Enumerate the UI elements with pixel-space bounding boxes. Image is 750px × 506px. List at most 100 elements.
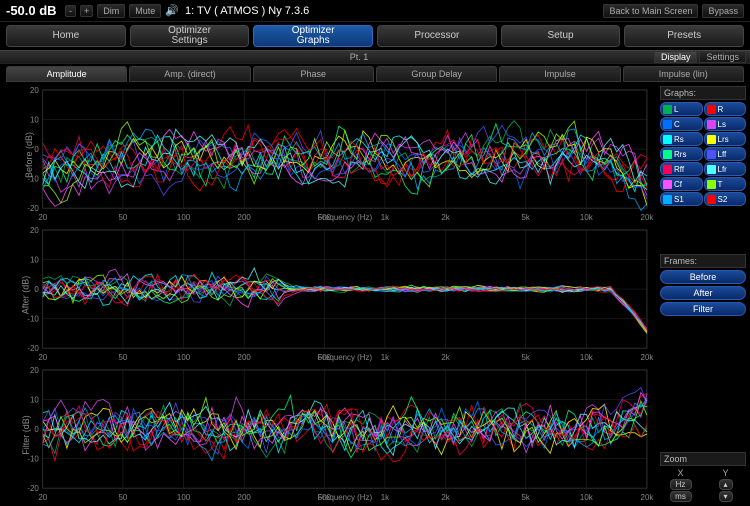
subbar-center: Pt. 1 xyxy=(350,52,369,62)
back-button[interactable]: Back to Main Screen xyxy=(603,4,698,18)
channel-toggle-ls[interactable]: Ls xyxy=(704,117,747,131)
zoom-hz-button[interactable]: Hz xyxy=(670,479,692,490)
svg-text:5k: 5k xyxy=(522,493,530,502)
svg-text:20k: 20k xyxy=(641,353,654,362)
graph-tab-group-delay[interactable]: Group Delay xyxy=(376,66,497,82)
svg-text:200: 200 xyxy=(238,213,252,222)
svg-text:50: 50 xyxy=(119,213,128,222)
svg-text:-10: -10 xyxy=(27,175,39,184)
channel-toggle-s1[interactable]: S1 xyxy=(660,192,703,206)
svg-text:20: 20 xyxy=(30,226,39,235)
channel-toggle-l[interactable]: L xyxy=(660,102,703,116)
frame-button-before[interactable]: Before xyxy=(660,270,746,284)
channel-toggle-rs[interactable]: Rs xyxy=(660,132,703,146)
svg-text:20: 20 xyxy=(38,493,47,502)
svg-text:5k: 5k xyxy=(522,213,530,222)
zoom-ms-button[interactable]: ms xyxy=(670,491,692,502)
source-label: 1: TV ( ATMOS ) Ny 7.3.6 xyxy=(185,5,309,17)
svg-text:10: 10 xyxy=(30,115,39,124)
graph-tab-amp-direct-[interactable]: Amp. (direct) xyxy=(129,66,250,82)
svg-text:1k: 1k xyxy=(381,353,389,362)
nav-tab-processor[interactable]: Processor xyxy=(377,25,497,47)
svg-text:20: 20 xyxy=(30,86,39,95)
channel-toggle-s2[interactable]: S2 xyxy=(704,192,747,206)
svg-text:2k: 2k xyxy=(441,493,449,502)
svg-text:-20: -20 xyxy=(27,484,39,493)
zoom-y-label: Y xyxy=(722,468,728,478)
nav-tab-setup[interactable]: Setup xyxy=(501,25,621,47)
svg-text:0: 0 xyxy=(34,145,39,154)
svg-text:50: 50 xyxy=(119,493,128,502)
channel-toggle-lff[interactable]: Lff xyxy=(704,147,747,161)
svg-text:100: 100 xyxy=(177,353,191,362)
svg-text:200: 200 xyxy=(238,493,252,502)
zoom-section-title: Zoom xyxy=(660,452,746,466)
speaker-icon: 🔊 xyxy=(165,4,179,17)
svg-text:Frequency (Hz): Frequency (Hz) xyxy=(318,213,373,222)
svg-text:10k: 10k xyxy=(580,353,593,362)
graphs-section-title: Graphs: xyxy=(660,86,746,100)
svg-text:10: 10 xyxy=(30,395,39,404)
svg-text:-10: -10 xyxy=(27,315,39,324)
svg-text:20: 20 xyxy=(38,213,47,222)
graph-panel-filter: Filter (dB)-20-100102020501002005001k2k5… xyxy=(4,366,654,504)
channel-toggle-rff[interactable]: Rff xyxy=(660,162,703,176)
channel-toggle-r[interactable]: R xyxy=(704,102,747,116)
svg-text:2k: 2k xyxy=(441,213,449,222)
graph-panel-before: Before (dB)-20-100102020501002005001k2k5… xyxy=(4,86,654,224)
top-bar: -50.0 dB - + Dim Mute 🔊 1: TV ( ATMOS ) … xyxy=(0,0,750,22)
frame-button-filter[interactable]: Filter xyxy=(660,302,746,316)
svg-text:-10: -10 xyxy=(27,455,39,464)
nav-tab-optimizer[interactable]: Optimizer Settings xyxy=(130,25,250,47)
svg-text:Frequency (Hz): Frequency (Hz) xyxy=(318,353,373,362)
channel-toggle-rrs[interactable]: Rrs xyxy=(660,147,703,161)
volume-plus-button[interactable]: + xyxy=(80,5,93,17)
zoom-y-down-button[interactable]: ▾ xyxy=(719,491,733,502)
svg-text:10k: 10k xyxy=(580,213,593,222)
svg-text:20k: 20k xyxy=(641,213,654,222)
graph-tab-phase[interactable]: Phase xyxy=(253,66,374,82)
graph-panel-after: After (dB)-20-100102020501002005001k2k5k… xyxy=(4,226,654,364)
zoom-y-up-button[interactable]: ▴ xyxy=(719,479,733,490)
svg-text:50: 50 xyxy=(119,353,128,362)
graph-tab-impulse[interactable]: Impulse xyxy=(499,66,620,82)
channel-toggle-t[interactable]: T xyxy=(704,177,747,191)
channel-toggle-lrs[interactable]: Lrs xyxy=(704,132,747,146)
channel-toggle-c[interactable]: C xyxy=(660,117,703,131)
svg-text:1k: 1k xyxy=(381,213,389,222)
svg-text:20: 20 xyxy=(38,353,47,362)
svg-text:20k: 20k xyxy=(641,493,654,502)
frame-button-after[interactable]: After xyxy=(660,286,746,300)
svg-text:0: 0 xyxy=(34,425,39,434)
channel-toggle-lfr[interactable]: Lfr xyxy=(704,162,747,176)
graph-tabs: AmplitudeAmp. (direct)PhaseGroup DelayIm… xyxy=(0,64,750,82)
svg-text:0: 0 xyxy=(34,285,39,294)
nav-tab-presets[interactable]: Presets xyxy=(624,25,744,47)
nav-tab-optimizer[interactable]: Optimizer Graphs xyxy=(253,25,373,47)
svg-text:100: 100 xyxy=(177,213,191,222)
svg-text:200: 200 xyxy=(238,353,252,362)
svg-text:10k: 10k xyxy=(580,493,593,502)
channel-toggle-cf[interactable]: Cf xyxy=(660,177,703,191)
dim-button[interactable]: Dim xyxy=(97,4,125,18)
frames-section-title: Frames: xyxy=(660,254,746,268)
subbar-tab-display[interactable]: Display xyxy=(654,51,698,63)
svg-text:1k: 1k xyxy=(381,493,389,502)
svg-text:20: 20 xyxy=(30,366,39,375)
volume-minus-button[interactable]: - xyxy=(65,5,76,17)
svg-text:100: 100 xyxy=(177,493,191,502)
nav-tab-home[interactable]: Home xyxy=(6,25,126,47)
svg-text:5k: 5k xyxy=(522,353,530,362)
graph-tab-amplitude[interactable]: Amplitude xyxy=(6,66,127,82)
svg-text:Frequency (Hz): Frequency (Hz) xyxy=(318,493,373,502)
nav-bar: HomeOptimizer SettingsOptimizer GraphsPr… xyxy=(0,22,750,50)
subbar-tab-settings[interactable]: Settings xyxy=(699,51,746,63)
bypass-button[interactable]: Bypass xyxy=(702,4,744,18)
svg-text:-20: -20 xyxy=(27,204,39,213)
mute-button[interactable]: Mute xyxy=(129,4,161,18)
svg-text:10: 10 xyxy=(30,255,39,264)
graphs-column: Before (dB)-20-100102020501002005001k2k5… xyxy=(0,82,658,506)
sidebar: Graphs: LRCLsRsLrsRrsLffRffLfrCfTS1S2 Fr… xyxy=(658,82,750,506)
sub-bar: Pt. 1 DisplaySettings xyxy=(0,50,750,64)
graph-tab-impulse-lin-[interactable]: Impulse (lin) xyxy=(623,66,744,82)
